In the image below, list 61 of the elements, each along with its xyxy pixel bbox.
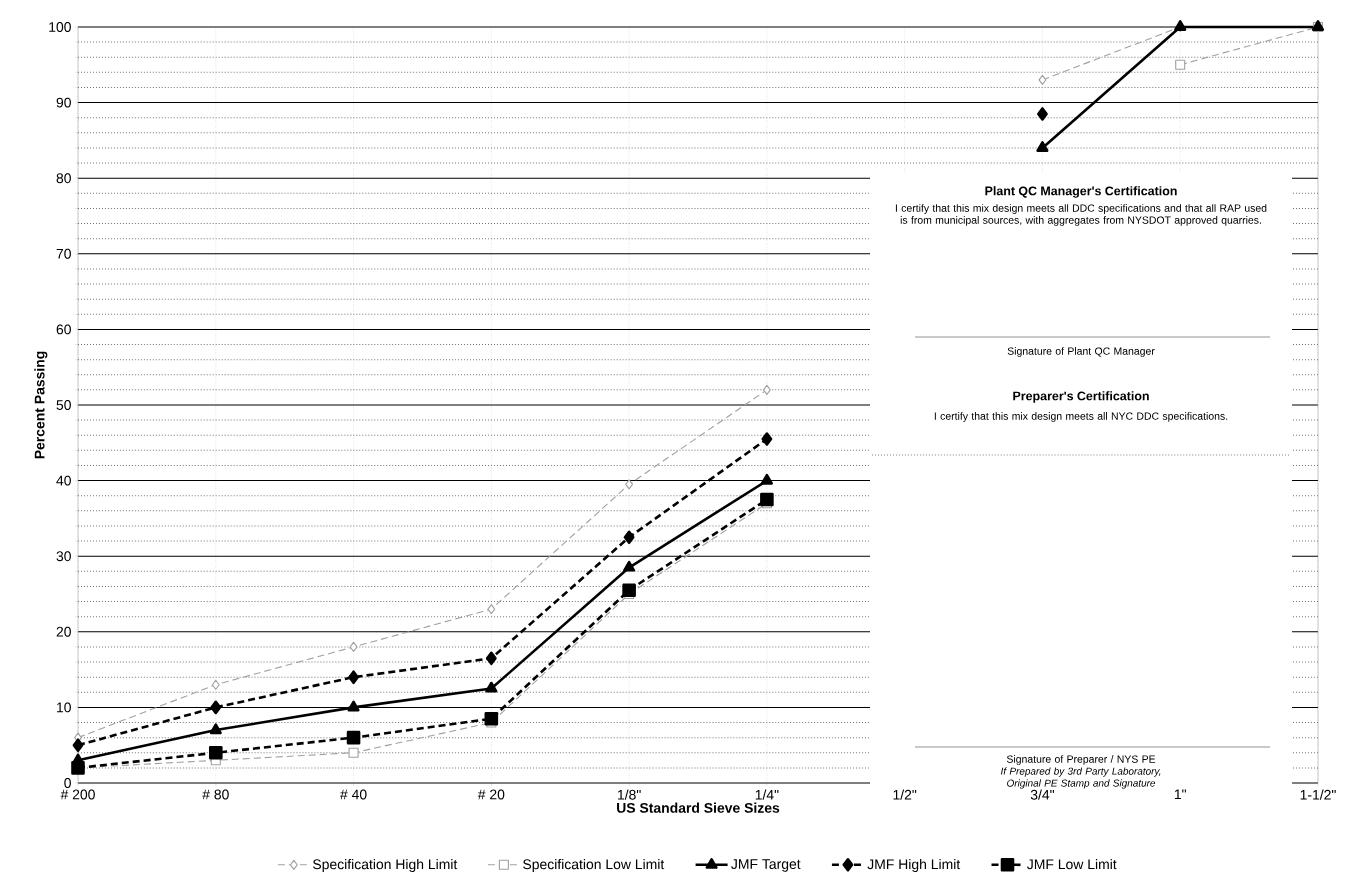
point xyxy=(487,604,496,615)
y-tick-label: 60 xyxy=(56,324,71,335)
annotation: Plant QC Manager's Certification xyxy=(985,186,1177,198)
point xyxy=(1038,74,1047,85)
point xyxy=(1036,141,1049,152)
point xyxy=(349,641,358,652)
y-tick-label: 90 xyxy=(56,97,71,108)
x-tick-label: 3/4" xyxy=(1030,789,1055,800)
point xyxy=(347,700,360,712)
point xyxy=(348,747,359,758)
y-tick-label: 0 xyxy=(64,778,71,788)
legend-label: Specification Low Limit xyxy=(523,859,665,872)
point xyxy=(623,560,636,572)
point xyxy=(622,583,636,598)
point xyxy=(210,700,222,715)
point xyxy=(485,681,498,693)
point xyxy=(72,738,84,752)
y-tick-label: 20 xyxy=(56,626,71,637)
point xyxy=(484,711,499,726)
point xyxy=(208,745,223,760)
annotation: I certify that this mix design meets all DDC specifications and that all RAP used is from municipal sources, with aggregates from NYSDOT approved quarries. xyxy=(895,204,1267,226)
y-axis-title: Percent Passing xyxy=(34,351,48,459)
x-axis-title: US Standard Sieve Sizes xyxy=(617,802,780,813)
point xyxy=(760,492,774,507)
annotation: Signature of Plant QC Manager xyxy=(1007,347,1155,357)
x-tick-label: # 20 xyxy=(477,789,505,800)
point xyxy=(1037,107,1048,121)
y-tick-label: 80 xyxy=(56,173,71,184)
y-tick-label: 70 xyxy=(56,248,71,259)
legend-label: JMF Low Limit xyxy=(1027,859,1117,870)
point xyxy=(346,730,361,745)
y-tick-label: 10 xyxy=(57,702,71,713)
point xyxy=(761,432,773,446)
x-tick-label: 1/4" xyxy=(755,789,779,800)
y-tick-label: 30 xyxy=(56,551,71,562)
legend-label: Specification High Limit xyxy=(313,859,458,872)
x-tick-label: 1/2" xyxy=(893,789,917,800)
x-tick-label: # 200 xyxy=(60,789,95,800)
annotation: Signature of Preparer / NYS PE xyxy=(1006,755,1156,765)
point xyxy=(485,651,497,666)
legend-label: JMF Target xyxy=(731,859,801,872)
annotation: Preparer's Certification xyxy=(1013,391,1149,403)
x-tick-label: # 80 xyxy=(202,789,229,800)
y-tick-label: 100 xyxy=(49,22,71,32)
point xyxy=(623,530,635,545)
point xyxy=(762,384,771,395)
point xyxy=(211,679,220,690)
point xyxy=(209,723,222,735)
point xyxy=(1175,59,1186,70)
annotation: I certify that this mix design meets all NYC DDC specifications. xyxy=(934,412,1228,422)
x-tick-label: 1-1/2" xyxy=(1300,789,1336,800)
legend-label: JMF High Limit xyxy=(867,859,961,872)
point xyxy=(625,479,634,490)
x-tick-label: 1/8" xyxy=(618,789,641,800)
y-tick-label: 40 xyxy=(56,475,71,486)
point xyxy=(348,670,359,684)
point xyxy=(760,473,773,485)
x-tick-label: 1" xyxy=(1174,789,1186,800)
x-tick-label: # 40 xyxy=(340,789,367,800)
annotation: If Prepared by 3rd Party Laboratory, Original PE Stamp and Signature xyxy=(1000,767,1161,789)
y-tick-label: 50 xyxy=(56,400,71,410)
